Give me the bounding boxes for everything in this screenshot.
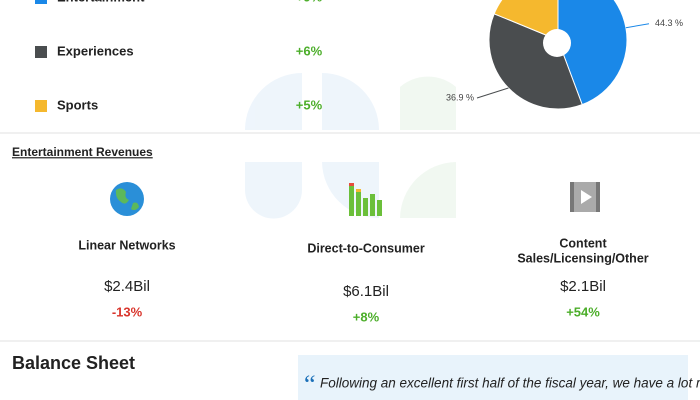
revenue-name: Linear Networks [78, 238, 175, 252]
revenue-name: Sales/Licensing/Other [517, 251, 648, 265]
revenue-name: Direct-to-Consumer [307, 241, 425, 255]
revenue-change: +8% [353, 309, 380, 324]
pie-slice [488, 13, 583, 110]
leader-line [476, 87, 509, 99]
globe-icon [110, 182, 144, 216]
quote-box [298, 355, 688, 400]
quote-text: Following an excellent first half of the… [320, 376, 700, 391]
leader-line [625, 23, 650, 29]
pie-slice [493, 0, 559, 41]
segment-name: Experiences [57, 43, 134, 58]
donut-hole [543, 29, 571, 57]
revenue-change: +54% [566, 304, 600, 319]
legend-swatch [35, 100, 47, 112]
revenue-amount: $2.1Bil [560, 278, 606, 295]
segment-change: +6% [296, 43, 323, 58]
section-title: Balance Sheet [12, 353, 135, 373]
segment-change: +9% [296, 0, 323, 4]
pie-label: 44.3 % [655, 18, 683, 28]
video-icon [570, 182, 600, 212]
pie-label: 36.9 % [446, 92, 474, 102]
section-title: Entertainment Revenues [12, 145, 153, 159]
revenue-amount: $2.4Bil [104, 278, 150, 295]
revenue-name: Content [559, 236, 607, 250]
legend-swatch [35, 46, 47, 58]
segment-name: Entertainment [57, 0, 145, 4]
quote-mark: “ [304, 370, 316, 399]
segment-name: Sports [57, 97, 98, 112]
equalizer-icon [349, 183, 382, 216]
legend-swatch [35, 0, 47, 4]
revenue-amount: $6.1Bil [343, 283, 389, 300]
segment-change: +5% [296, 97, 323, 112]
revenue-change: -13% [112, 304, 143, 319]
